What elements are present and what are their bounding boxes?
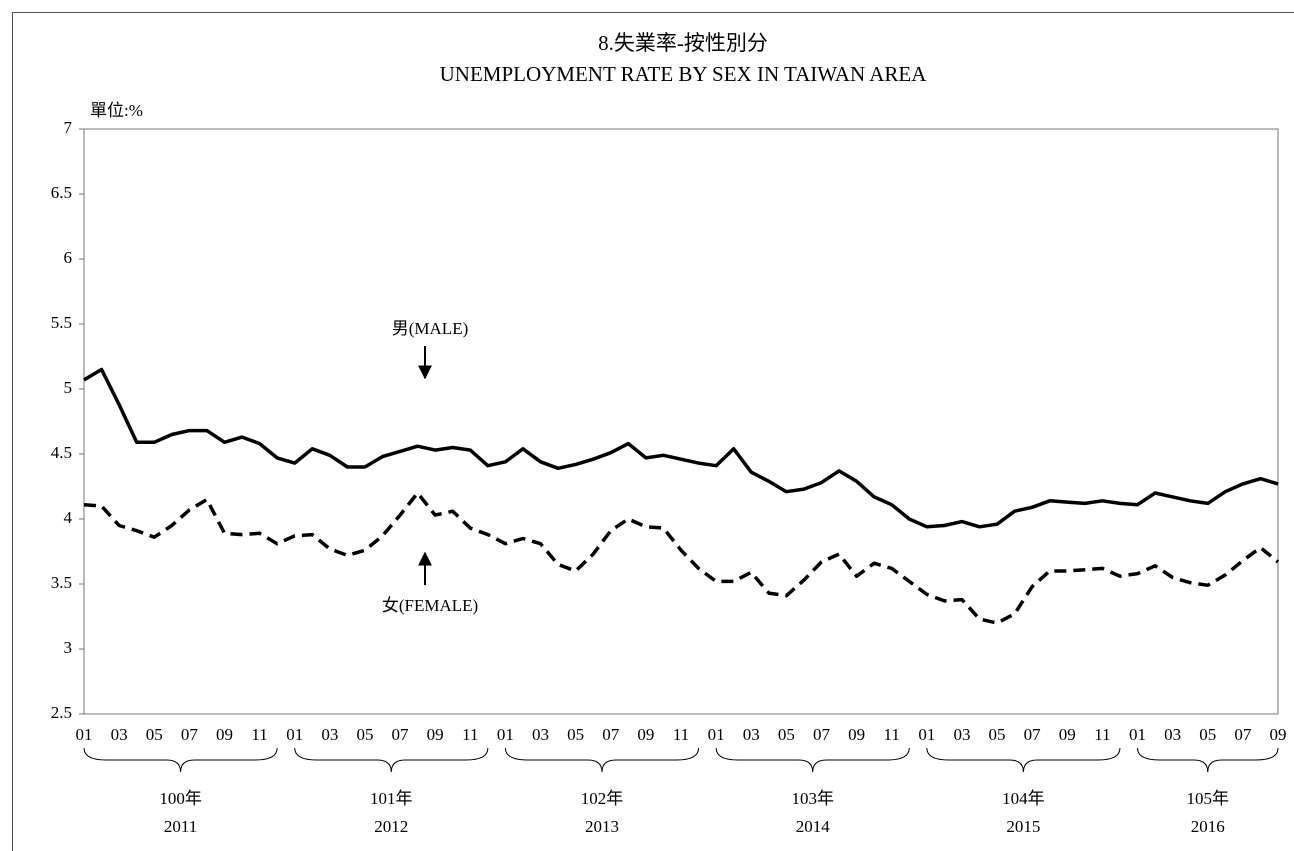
x-tick-label: 11 — [673, 725, 689, 744]
x-tick-label: 03 — [953, 725, 970, 744]
line — [83, 491, 1280, 625]
year-brace — [504, 747, 700, 773]
x-tick-label: 09 — [427, 725, 444, 744]
x-tick-label: 07 — [1234, 725, 1252, 744]
x-tick-label: 11 — [884, 725, 900, 744]
x-tick-label: 05 — [146, 725, 163, 744]
year-brace — [926, 747, 1121, 773]
group-label: 101年 — [370, 789, 413, 808]
x-tick-label: 09 — [637, 725, 654, 744]
x-tick-label: 09 — [216, 725, 233, 744]
x-tick-label: 01 — [918, 725, 935, 744]
x-tick-label: 01 — [497, 725, 514, 744]
year-brace — [715, 747, 910, 773]
chart-title: 8.失業率-按性別分 — [598, 31, 768, 55]
group-year: 2013 — [585, 817, 619, 836]
group-label: 102年 — [581, 789, 624, 808]
plot-area — [83, 128, 1279, 715]
group-label: 104年 — [1002, 789, 1045, 808]
group-year: 2014 — [796, 817, 831, 836]
group-year: 2016 — [1191, 817, 1225, 836]
x-tick-label: 05 — [1199, 725, 1216, 744]
y-tick-label: 3 — [64, 638, 73, 657]
y-tick-label: 5.5 — [51, 313, 72, 332]
annotation: 男(MALE) — [392, 319, 468, 338]
x-tick-label: 03 — [111, 725, 128, 744]
frame — [12, 12, 1294, 851]
group-label: 105年 — [1187, 789, 1230, 808]
x-tick-label: 11 — [462, 725, 478, 744]
group-label: 100年 — [159, 789, 202, 808]
year-brace — [294, 747, 489, 773]
group-year: 2011 — [164, 817, 197, 836]
x-tick-label: 09 — [848, 725, 865, 744]
x-tick-label: 01 — [708, 725, 725, 744]
x-tick-label: 01 — [76, 725, 93, 744]
y-axis-label: 單位:% — [90, 101, 143, 120]
y-tick-label: 6 — [64, 248, 73, 267]
year-brace — [1137, 747, 1279, 773]
y-tick-label: 4.5 — [51, 443, 72, 462]
y-tick-label: 3.5 — [51, 573, 72, 592]
x-tick-label: 05 — [989, 725, 1006, 744]
y-tick-label: 6.5 — [51, 183, 72, 202]
group-year: 2015 — [1006, 817, 1040, 836]
x-tick-label: 07 — [813, 725, 831, 744]
x-tick-label: 03 — [532, 725, 549, 744]
x-tick-label: 07 — [181, 725, 199, 744]
x-tick-label: 09 — [1270, 725, 1287, 744]
x-tick-label: 07 — [392, 725, 410, 744]
y-tick-label: 2.5 — [51, 703, 72, 722]
x-tick-label: 05 — [356, 725, 373, 744]
x-tick-label: 03 — [743, 725, 760, 744]
x-tick-label: 07 — [602, 725, 620, 744]
annotation: 女(FEMALE) — [382, 596, 478, 615]
x-tick-label: 07 — [1024, 725, 1042, 744]
x-tick-label: 11 — [1094, 725, 1110, 744]
x-tick-label: 05 — [567, 725, 584, 744]
chart-subtitle: UNEMPLOYMENT RATE BY SEX IN TAIWAN AREA — [440, 62, 928, 86]
x-tick-label: 11 — [251, 725, 267, 744]
x-tick-label: 03 — [321, 725, 338, 744]
y-tick-label: 5 — [64, 378, 73, 397]
x-tick-label: 01 — [286, 725, 303, 744]
y-tick-label: 7 — [64, 118, 73, 137]
line — [83, 367, 1279, 529]
group-year: 2012 — [374, 817, 408, 836]
y-tick-label: 4 — [64, 508, 73, 527]
x-tick-label: 05 — [778, 725, 795, 744]
x-tick-label: 01 — [1129, 725, 1146, 744]
x-tick-label: 09 — [1059, 725, 1076, 744]
group-label: 103年 — [791, 789, 834, 808]
x-tick-label: 03 — [1164, 725, 1181, 744]
year-brace — [83, 747, 278, 773]
